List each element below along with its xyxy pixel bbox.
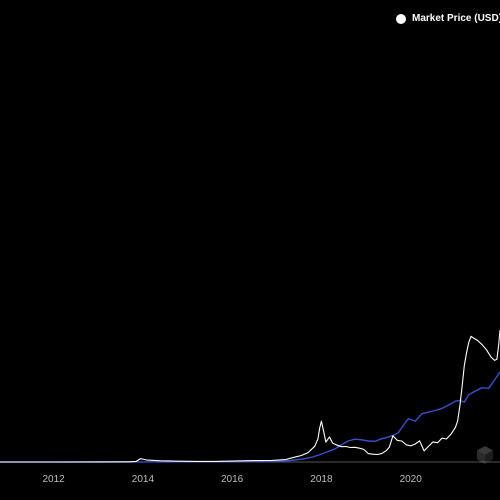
- legend-label: Market Price (USD): [412, 13, 500, 24]
- series-line-market-price: [0, 329, 500, 463]
- series-line-secondary: [0, 371, 500, 463]
- watermark-logo: [474, 444, 496, 471]
- legend-dot-icon: [396, 13, 406, 24]
- x-tick-label: 2016: [221, 474, 244, 485]
- x-tick-label: 2012: [42, 474, 65, 485]
- x-axis-ticks: 2012 2014 2016 2018 2020: [42, 474, 422, 485]
- x-tick-label: 2020: [400, 474, 423, 485]
- cube-logo-icon: [477, 446, 493, 464]
- x-tick-label: 2014: [132, 474, 155, 485]
- chart-legend[interactable]: Market Price (USD): [396, 13, 500, 24]
- x-tick-label: 2018: [310, 474, 333, 485]
- chart-series-layer: [0, 329, 500, 463]
